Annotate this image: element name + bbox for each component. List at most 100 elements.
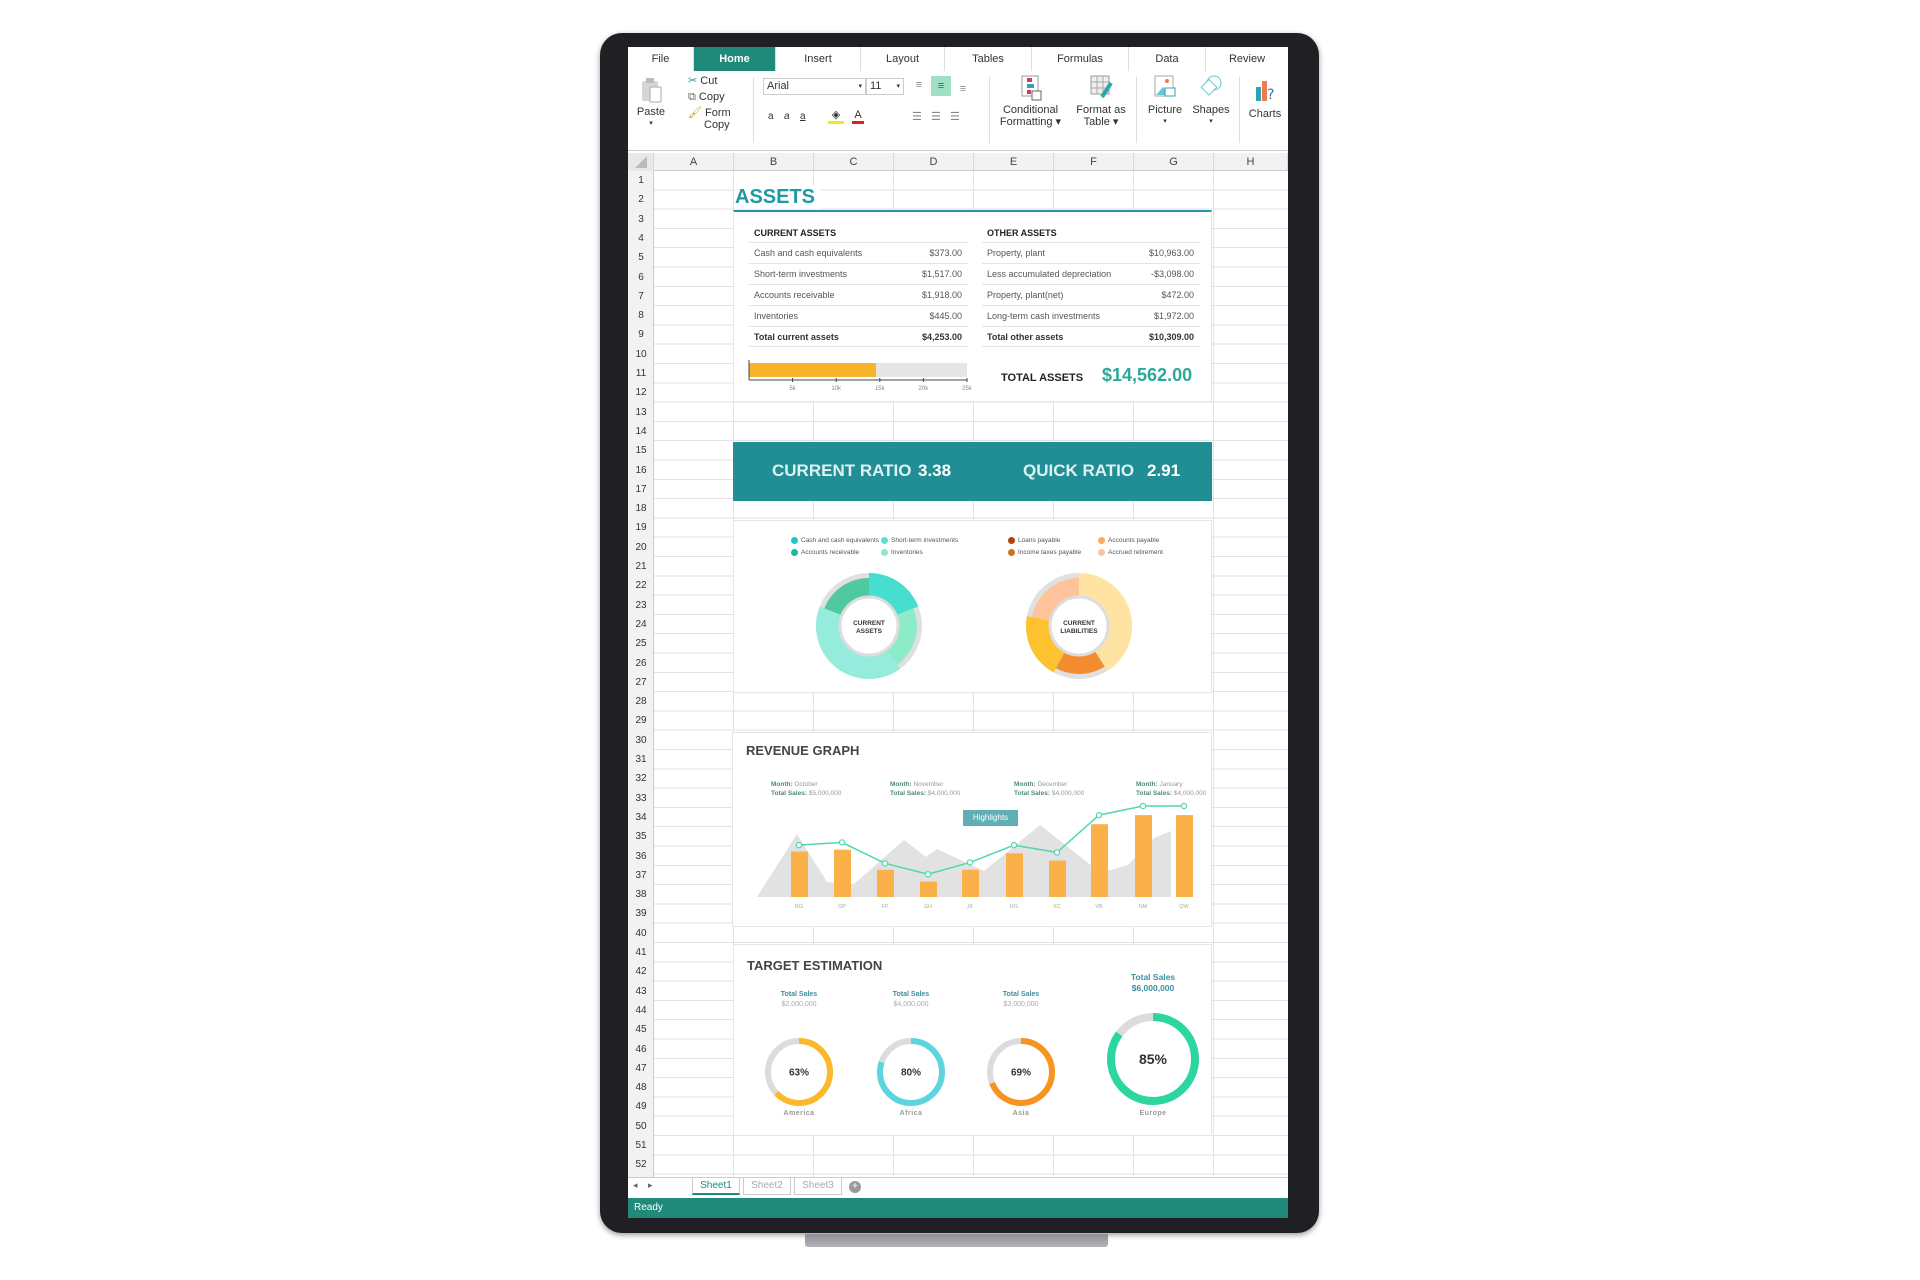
tab-layout[interactable]: Layout xyxy=(861,47,945,71)
conditional-formatting-button[interactable]: Conditional Formatting ▾ xyxy=(993,75,1068,128)
row-header[interactable]: 12 xyxy=(635,387,647,399)
row-header[interactable]: 41 xyxy=(635,947,647,958)
align-top-icon[interactable]: ≡ xyxy=(915,79,923,91)
bold-button[interactable]: a xyxy=(768,111,774,122)
row-header[interactable]: 35 xyxy=(635,831,647,843)
row-header[interactable]: 28 xyxy=(635,696,647,708)
add-sheet-button[interactable]: + xyxy=(849,1181,861,1193)
row-header[interactable]: 10 xyxy=(635,348,647,360)
row-header[interactable]: 19 xyxy=(635,522,647,534)
row-header[interactable]: 15 xyxy=(635,445,647,457)
column-header-A[interactable]: A xyxy=(654,153,734,171)
highlights-badge[interactable]: Highlights xyxy=(963,810,1018,826)
shapes-button[interactable]: Shapes ▾ xyxy=(1189,75,1233,128)
row-header[interactable]: 29 xyxy=(635,715,647,727)
row-header[interactable]: 25 xyxy=(635,638,647,650)
tab-review[interactable]: Review xyxy=(1206,47,1288,71)
row-header[interactable]: 14 xyxy=(635,425,647,437)
row-header[interactable]: 46 xyxy=(635,1043,647,1055)
select-all-corner[interactable] xyxy=(628,153,654,171)
row-header[interactable]: 27 xyxy=(635,676,647,688)
row-header[interactable]: 39 xyxy=(635,908,647,920)
row-header[interactable]: 11 xyxy=(635,368,647,379)
row-header[interactable]: 48 xyxy=(635,1082,647,1094)
sheet-tab-2[interactable]: Sheet2 xyxy=(743,1178,791,1195)
row-header[interactable]: 36 xyxy=(635,850,647,862)
row-header[interactable]: 21 xyxy=(635,561,647,572)
row-header[interactable]: 13 xyxy=(635,406,647,418)
font-size-select[interactable]: 11 ▾ xyxy=(866,78,904,95)
row-header[interactable]: 24 xyxy=(635,618,647,630)
row-header[interactable]: 1 xyxy=(638,175,644,186)
row-header[interactable]: 5 xyxy=(638,252,644,264)
scroll-right-icon[interactable]: ▸ xyxy=(648,1180,653,1190)
picture-button[interactable]: Picture ▾ xyxy=(1143,75,1187,128)
row-header[interactable]: 32 xyxy=(635,773,647,785)
paste-button[interactable]: Paste ▾ xyxy=(636,77,666,130)
row-header[interactable]: 51 xyxy=(635,1140,647,1151)
row-header[interactable]: 45 xyxy=(635,1024,647,1036)
format-as-table-button[interactable]: Format as Table ▾ xyxy=(1071,75,1131,128)
italic-button[interactable]: a xyxy=(784,111,790,122)
column-header-B[interactable]: B xyxy=(734,153,814,171)
row-header[interactable]: 49 xyxy=(635,1101,647,1113)
align-bottom-icon[interactable]: ≡ xyxy=(959,83,967,95)
tab-home[interactable]: Home xyxy=(694,47,776,71)
row-header[interactable]: 18 xyxy=(635,503,647,515)
tab-file[interactable]: File xyxy=(628,47,694,71)
row-header[interactable]: 2 xyxy=(638,194,644,206)
cut-button[interactable]: ✂ Cut xyxy=(688,75,718,87)
tab-insert[interactable]: Insert xyxy=(776,47,861,71)
row-header[interactable]: 40 xyxy=(635,927,647,939)
tab-data[interactable]: Data xyxy=(1129,47,1206,71)
row-header[interactable]: 26 xyxy=(635,657,647,669)
row-header[interactable]: 7 xyxy=(638,290,644,302)
align-middle-icon[interactable]: ≡ xyxy=(931,76,951,96)
column-header-G[interactable]: G xyxy=(1134,153,1214,171)
row-header[interactable]: 31 xyxy=(635,754,647,765)
column-header-E[interactable]: E xyxy=(974,153,1054,171)
row-header[interactable]: 42 xyxy=(635,966,647,978)
copy-button[interactable]: ⧉ Copy xyxy=(688,91,725,103)
column-header-F[interactable]: F xyxy=(1054,153,1134,171)
fill-color-icon[interactable]: ◈ xyxy=(828,109,844,124)
align-center-icon[interactable]: ☰ xyxy=(931,111,941,123)
align-left-icon[interactable]: ☰ xyxy=(912,111,922,123)
sheet-tab-1[interactable]: Sheet1 xyxy=(692,1178,740,1195)
row-header[interactable]: 22 xyxy=(635,580,647,592)
format-copy-button[interactable]: 🖌 Form Copy xyxy=(688,107,731,131)
row-header[interactable]: 4 xyxy=(638,232,644,244)
row-header[interactable]: 16 xyxy=(635,464,647,476)
underline-button[interactable]: a xyxy=(800,111,806,122)
row-header[interactable]: 34 xyxy=(635,811,647,823)
font-color-button[interactable]: A xyxy=(852,109,864,124)
row-header[interactable]: 9 xyxy=(638,329,644,341)
tab-tables[interactable]: Tables xyxy=(945,47,1032,71)
row-header[interactable]: 6 xyxy=(638,271,644,283)
row-header[interactable]: 17 xyxy=(635,483,647,495)
row-header[interactable]: 44 xyxy=(635,1004,647,1016)
charts-button[interactable]: ? Charts xyxy=(1243,77,1287,120)
donut-center-label: CURRENT xyxy=(853,620,885,627)
row-header[interactable]: 52 xyxy=(635,1159,647,1171)
row-header[interactable]: 38 xyxy=(635,889,647,901)
row-header[interactable]: 30 xyxy=(635,734,647,746)
row-header[interactable]: 8 xyxy=(638,310,644,322)
row-header[interactable]: 33 xyxy=(635,792,647,804)
row-header[interactable]: 23 xyxy=(635,599,647,611)
tab-formulas[interactable]: Formulas xyxy=(1032,47,1129,71)
row-header[interactable]: 20 xyxy=(635,541,647,553)
row-header[interactable]: 50 xyxy=(635,1120,647,1132)
row-header[interactable]: 47 xyxy=(635,1062,647,1074)
align-right-icon[interactable]: ☰ xyxy=(950,111,960,123)
scroll-left-icon[interactable]: ◂ xyxy=(633,1180,638,1190)
row-header[interactable]: 3 xyxy=(638,213,644,225)
current-assets-heading: CURRENT ASSETS xyxy=(754,228,837,238)
column-header-C[interactable]: C xyxy=(814,153,894,171)
column-header-H[interactable]: H xyxy=(1214,153,1288,171)
sheet-tab-3[interactable]: Sheet3 xyxy=(794,1178,842,1195)
font-select[interactable]: Arial ▾ xyxy=(763,78,866,95)
row-header[interactable]: 37 xyxy=(635,869,647,881)
row-header[interactable]: 43 xyxy=(635,985,647,997)
column-header-D[interactable]: D xyxy=(894,153,974,171)
